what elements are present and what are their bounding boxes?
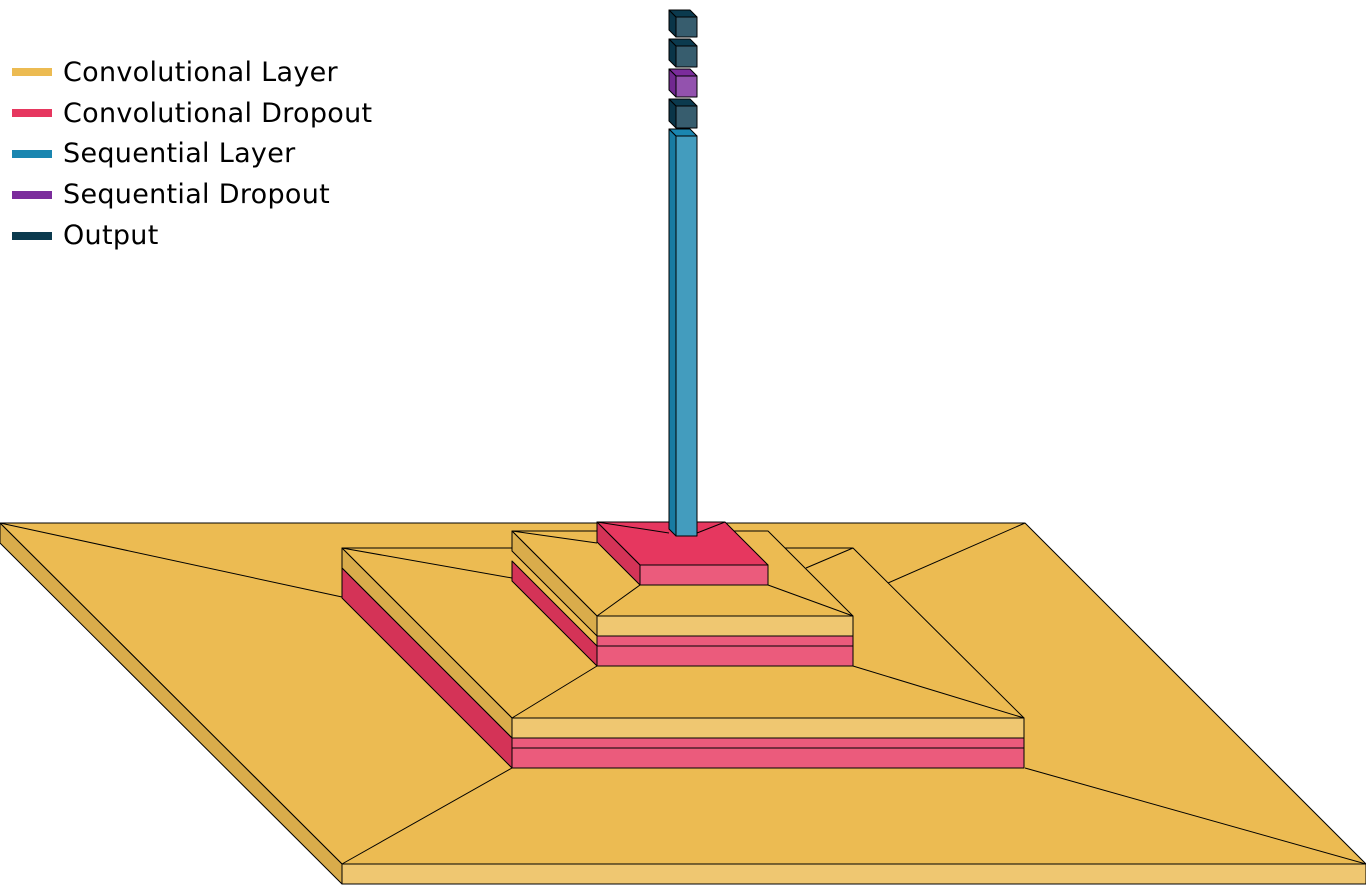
conv-dropout-3 xyxy=(596,521,769,586)
conv-dropout-1-front xyxy=(511,737,1025,769)
output-block-3-front xyxy=(675,16,698,38)
sequential-layer-front xyxy=(675,135,698,537)
legend-label-conv: Convolutional Layer xyxy=(63,56,338,88)
sequential-dropout xyxy=(668,68,698,98)
legend-item-conv: Convolutional Layer xyxy=(12,52,372,93)
output-block-2 xyxy=(668,38,698,68)
legend-label-conv-dropout: Convolutional Dropout xyxy=(63,97,373,129)
legend-item-conv-dropout: Convolutional Dropout xyxy=(12,93,372,134)
output-block-2-front xyxy=(675,45,698,68)
conv-layer-3-front xyxy=(596,615,854,637)
output-block-3 xyxy=(668,9,698,38)
legend-item-output: Output xyxy=(12,215,372,256)
legend-swatch-conv xyxy=(12,68,52,77)
legend-item-seq-dropout: Sequential Dropout xyxy=(12,174,372,215)
sequential-layer xyxy=(668,128,698,537)
output-block-1-front xyxy=(675,105,698,129)
sequential-dropout-front xyxy=(675,75,698,98)
output-block-1 xyxy=(668,98,698,129)
conv-layer-2-front xyxy=(511,717,1025,739)
sequential-layer-side xyxy=(668,128,677,537)
legend-swatch-seq xyxy=(12,149,52,158)
conv-dropout-2-front xyxy=(596,645,854,667)
conv-dropout-2 xyxy=(511,560,854,667)
conv-dropout-3-front xyxy=(639,564,769,586)
legend: Convolutional Layer Convolutional Dropou… xyxy=(12,52,372,256)
legend-item-seq: Sequential Layer xyxy=(12,134,372,175)
conv-dropout-2-strip xyxy=(596,635,854,647)
conv-dropout-1 xyxy=(341,567,1025,769)
legend-swatch-seq-dropout xyxy=(12,190,52,199)
legend-label-output: Output xyxy=(63,220,159,252)
legend-swatch-conv-dropout xyxy=(12,109,52,118)
conv-layer-1-front xyxy=(341,863,1366,885)
legend-label-seq-dropout: Sequential Dropout xyxy=(63,179,331,211)
legend-label-seq: Sequential Layer xyxy=(63,138,296,170)
legend-swatch-output xyxy=(12,231,52,240)
